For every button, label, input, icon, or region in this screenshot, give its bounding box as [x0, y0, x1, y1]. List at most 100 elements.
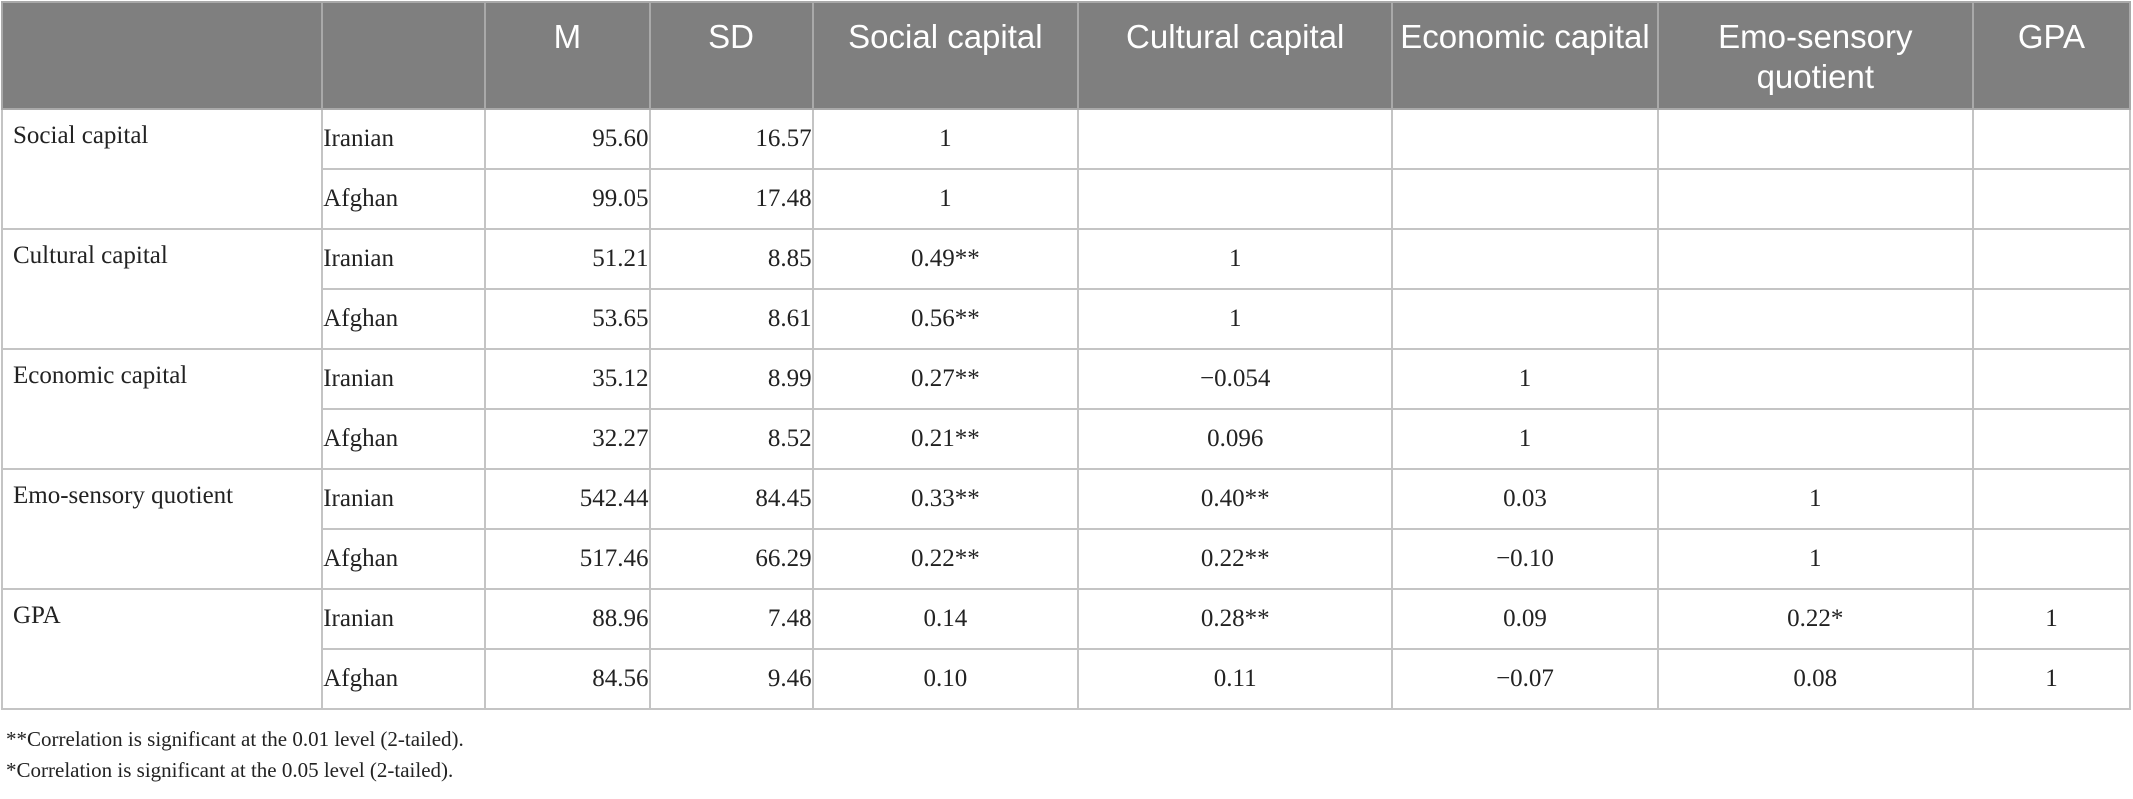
gpa-cell: 1 — [1971, 648, 2132, 710]
economic-capital-cell — [1391, 228, 1659, 290]
social-capital-cell: 0.21** — [811, 408, 1080, 470]
gpa-cell — [1971, 528, 2132, 590]
social-capital-cell: 0.14 — [811, 588, 1080, 650]
emo-sensory-cell: 1 — [1656, 528, 1974, 590]
sd-cell: 17.48 — [648, 168, 814, 230]
variable-label: GPA — [0, 588, 324, 710]
social-capital-cell: 0.56** — [811, 288, 1080, 350]
sd-cell: 66.29 — [648, 528, 814, 590]
variable-label: Cultural capital — [0, 228, 324, 350]
group-label: Iranian — [321, 588, 487, 650]
economic-capital-cell: 1 — [1391, 408, 1659, 470]
header-cultural-capital: Cultural capital — [1077, 1, 1394, 110]
economic-capital-cell: −0.10 — [1391, 528, 1659, 590]
mean-cell: 542.44 — [484, 468, 651, 530]
group-label: Afghan — [321, 288, 487, 350]
emo-sensory-cell — [1656, 168, 1974, 230]
gpa-cell — [1971, 408, 2132, 470]
mean-cell: 95.60 — [484, 108, 651, 170]
gpa-cell — [1971, 468, 2132, 530]
sd-cell: 7.48 — [648, 588, 814, 650]
table-row: GPA Iranian 88.96 7.48 0.14 0.28** 0.09 … — [0, 588, 2132, 710]
variable-label: Economic capital — [0, 348, 324, 470]
header-social-capital: Social capital — [811, 1, 1080, 110]
economic-capital-cell — [1391, 108, 1659, 170]
economic-capital-cell: 0.09 — [1391, 588, 1659, 650]
table-row: Cultural capital Iranian 51.21 8.85 0.49… — [0, 228, 2132, 350]
mean-cell: 517.46 — [484, 528, 651, 590]
sd-cell: 8.61 — [648, 288, 814, 350]
table-row: Afghan 53.65 8.61 0.56** 1 — [2, 288, 2132, 350]
economic-capital-cell — [1391, 288, 1659, 350]
header-sd: SD — [648, 1, 814, 110]
gpa-cell — [1971, 168, 2132, 230]
social-capital-cell: 1 — [811, 168, 1080, 230]
cultural-capital-cell — [1077, 108, 1394, 170]
table-row: Emo-sensory quotient Iranian 542.44 84.4… — [0, 468, 2132, 590]
emo-sensory-cell — [1656, 228, 1974, 290]
footnote-001-level: **Correlation is significant at the 0.01… — [6, 727, 464, 751]
social-capital-cell: 0.10 — [811, 648, 1080, 710]
header-emo-sensory-quotient: Emo-sensory quotient — [1656, 1, 1974, 110]
sd-cell: 8.85 — [648, 228, 814, 290]
group-label: Afghan — [321, 528, 487, 590]
cultural-capital-cell: 0.22** — [1077, 528, 1394, 590]
table-row: Afghan 517.46 66.29 0.22** 0.22** −0.10 … — [2, 528, 2132, 590]
table-row: Afghan 84.56 9.46 0.10 0.11 −0.07 0.08 1 — [2, 648, 2132, 710]
group-label: Iranian — [321, 468, 487, 530]
gpa-cell — [1971, 288, 2132, 350]
mean-cell: 88.96 — [484, 588, 651, 650]
mean-cell: 51.21 — [484, 228, 651, 290]
economic-capital-cell: −0.07 — [1391, 648, 1659, 710]
footnote-005-level: *Correlation is significant at the 0.05 … — [6, 758, 454, 782]
header-m: M — [484, 1, 651, 110]
cultural-capital-cell — [1077, 168, 1394, 230]
economic-capital-cell: 0.03 — [1391, 468, 1659, 530]
sd-cell: 84.45 — [648, 468, 814, 530]
mean-cell: 32.27 — [484, 408, 651, 470]
social-capital-cell: 0.22** — [811, 528, 1080, 590]
sd-cell: 8.99 — [648, 348, 814, 410]
gpa-cell: 1 — [1971, 588, 2132, 650]
header-group — [321, 1, 487, 110]
sd-cell: 16.57 — [648, 108, 814, 170]
correlation-table: M SD Social capital Cultural capital Eco… — [0, 1, 2132, 710]
table-footnotes: **Correlation is significant at the 0.01… — [6, 724, 464, 786]
group-label: Iranian — [321, 228, 487, 290]
sd-cell: 8.52 — [648, 408, 814, 470]
group-label: Afghan — [321, 168, 487, 230]
group-label: Afghan — [321, 408, 487, 470]
social-capital-cell: 0.33** — [811, 468, 1080, 530]
emo-sensory-cell — [1656, 408, 1974, 470]
group-label: Afghan — [321, 648, 487, 710]
cultural-capital-cell: 0.11 — [1077, 648, 1394, 710]
cultural-capital-cell: −0.054 — [1077, 348, 1394, 410]
gpa-cell — [1971, 228, 2132, 290]
cultural-capital-cell: 0.28** — [1077, 588, 1394, 650]
variable-label: Social capital — [0, 108, 324, 230]
cultural-capital-cell: 0.40** — [1077, 468, 1394, 530]
economic-capital-cell — [1391, 168, 1659, 230]
cultural-capital-cell: 0.096 — [1077, 408, 1394, 470]
emo-sensory-cell: 0.22* — [1656, 588, 1974, 650]
sd-cell: 9.46 — [648, 648, 814, 710]
social-capital-cell: 0.27** — [811, 348, 1080, 410]
gpa-cell — [1971, 108, 2132, 170]
emo-sensory-cell — [1656, 108, 1974, 170]
economic-capital-cell: 1 — [1391, 348, 1659, 410]
emo-sensory-cell — [1656, 288, 1974, 350]
mean-cell: 53.65 — [484, 288, 651, 350]
emo-sensory-cell — [1656, 348, 1974, 410]
cultural-capital-cell: 1 — [1077, 288, 1394, 350]
group-label: Iranian — [321, 108, 487, 170]
social-capital-cell: 1 — [811, 108, 1080, 170]
emo-sensory-cell: 0.08 — [1656, 648, 1974, 710]
group-label: Iranian — [321, 348, 487, 410]
variable-label: Emo-sensory quotient — [0, 468, 324, 590]
header-row: M SD Social capital Cultural capital Eco… — [0, 1, 2132, 110]
social-capital-cell: 0.49** — [811, 228, 1080, 290]
mean-cell: 35.12 — [484, 348, 651, 410]
mean-cell: 84.56 — [484, 648, 651, 710]
header-economic-capital: Economic capital — [1391, 1, 1659, 110]
table-row: Afghan 32.27 8.52 0.21** 0.096 1 — [2, 408, 2132, 470]
